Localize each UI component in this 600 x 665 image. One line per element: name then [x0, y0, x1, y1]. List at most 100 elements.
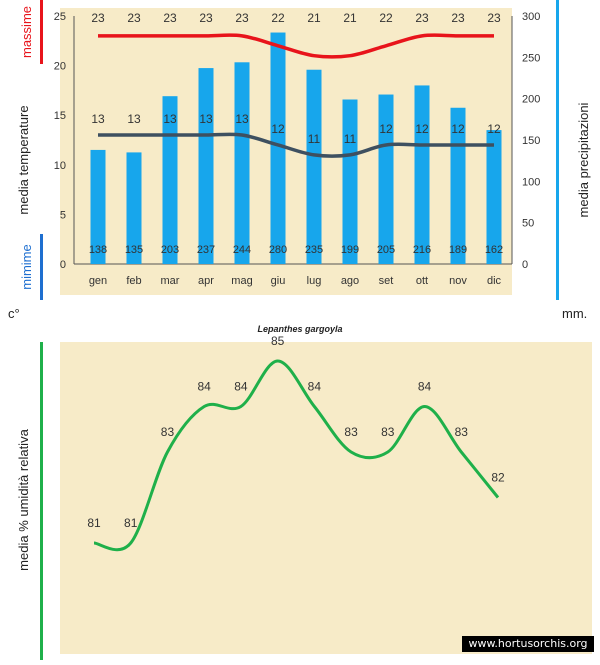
min-temp-label: 12: [415, 122, 429, 136]
max-temp-label: 23: [235, 11, 249, 25]
right-tick-label: 50: [522, 218, 534, 230]
max-temp-label: 23: [199, 11, 213, 25]
left-tick-label: 15: [54, 110, 66, 122]
humidity-value-labels: 81 81 83 84 84 85 84 83 83 84 83 82: [87, 334, 505, 530]
month-tick-label: ago: [341, 275, 359, 287]
max-series-label: massime: [19, 6, 34, 58]
right-tick-label: 200: [522, 94, 540, 106]
precip-value-label: 244: [233, 244, 251, 256]
min-temp-label: 12: [271, 122, 285, 136]
min-temp-label: 13: [127, 112, 141, 126]
precip-bar: [90, 149, 106, 264]
precip-bars: [90, 32, 502, 265]
precip-bar: [342, 99, 358, 264]
month-tick-label: mar: [161, 275, 180, 287]
left-tick-label: 0: [60, 259, 66, 271]
right-axis-title: media precipitazioni: [576, 102, 591, 217]
max-temp-line: [97, 33, 494, 59]
humidity-value-label: 81: [87, 516, 101, 530]
precip-bar: [234, 62, 250, 264]
precip-value-label: 199: [341, 244, 359, 256]
right-axis-ticks: 0 50 100 150 200 250 300: [522, 11, 540, 271]
left-tick-label: 25: [54, 11, 66, 23]
min-temp-label: 13: [235, 112, 249, 126]
min-temp-line: [98, 132, 494, 158]
precip-bar: [270, 32, 286, 265]
max-temp-label: 22: [271, 11, 285, 25]
humidity-accent-bar: [40, 342, 43, 660]
min-temp-label: 11: [308, 132, 321, 146]
precip-value-label: 189: [449, 244, 467, 256]
right-tick-label: 150: [522, 135, 540, 147]
month-tick-label: gen: [89, 275, 107, 287]
month-tick-label: giu: [271, 275, 286, 287]
precip-bar: [126, 152, 142, 264]
humidity-line: [93, 359, 500, 552]
left-tick-label: 10: [54, 160, 66, 172]
min-temp-label: 12: [379, 122, 393, 136]
min-accent-bar: [40, 234, 43, 300]
month-tick-label: apr: [198, 275, 214, 287]
humidity-value-label: 84: [418, 380, 432, 394]
left-unit-label: c°: [8, 306, 20, 321]
right-tick-label: 100: [522, 176, 540, 188]
right-unit-label: mm.: [562, 306, 587, 321]
max-temp-value-labels: 23 23 23 23 23 22 21 21 22 23 23 23: [91, 11, 501, 25]
humidity-value-label: 82: [491, 471, 505, 485]
humidity-chart-panel: [60, 342, 592, 654]
humidity-axis-title: media % umidità relativa: [16, 428, 31, 570]
humidity-value-label: 83: [455, 425, 469, 439]
left-axis-ticks: 0 5 10 15 20 25: [54, 11, 66, 271]
precip-bar: [414, 85, 430, 264]
max-temp-label: 23: [451, 11, 465, 25]
min-temp-label: 13: [163, 112, 177, 126]
humidity-value-label: 83: [161, 425, 175, 439]
month-tick-label: set: [379, 275, 394, 287]
precip-value-labels: 138 135 203 237 244 280 235 199 205 216 189 162: [89, 244, 503, 256]
right-tick-label: 300: [522, 11, 540, 23]
min-temp-label: 11: [344, 132, 357, 146]
max-temp-label: 23: [163, 11, 177, 25]
month-tick-label: mag: [231, 275, 252, 287]
precip-bar: [486, 130, 502, 264]
left-axis-title: media temperature: [16, 105, 31, 214]
min-temp-label: 13: [91, 112, 105, 126]
max-temp-label: 23: [415, 11, 429, 25]
max-accent-bar: [40, 0, 43, 64]
left-tick-label: 5: [60, 209, 66, 221]
month-tick-labels: gen feb mar apr mag giu lug ago set ott nov dic: [89, 275, 502, 287]
min-temp-value-labels: 13 13 13 13 13 12 11 11 12 12 12 12: [91, 112, 501, 146]
precip-value-label: 237: [197, 244, 215, 256]
humidity-value-label: 81: [124, 516, 138, 530]
precip-bar: [378, 94, 394, 265]
min-temp-label: 12: [451, 122, 465, 136]
humidity-value-label: 84: [234, 380, 248, 394]
precip-value-label: 135: [125, 244, 143, 256]
humidity-value-label: 84: [198, 380, 212, 394]
precip-bar: [306, 69, 322, 264]
month-tick-label: feb: [126, 275, 141, 287]
max-temp-label: 21: [307, 11, 321, 25]
climate-chart: 0 5 10 15 20 25 0 50 100 150 200 250 300 138 135 203 2…: [8, 0, 591, 334]
right-tick-label: 0: [522, 259, 528, 271]
watermark: www.hortusorchis.org: [462, 636, 594, 652]
min-temp-label: 12: [487, 122, 501, 136]
month-tick-label: nov: [449, 275, 467, 287]
min-temp-label: 13: [199, 112, 213, 126]
precip-value-label: 205: [377, 244, 395, 256]
month-tick-label: dic: [487, 275, 502, 287]
precip-value-label: 162: [485, 244, 503, 256]
max-temp-label: 23: [127, 11, 141, 25]
precip-accent-bar: [556, 0, 559, 300]
precip-value-label: 216: [413, 244, 431, 256]
precip-value-label: 138: [89, 244, 107, 256]
humidity-value-label: 83: [344, 425, 358, 439]
precip-bar: [198, 68, 214, 264]
precip-value-label: 280: [269, 244, 287, 256]
precip-value-label: 203: [161, 244, 179, 256]
right-tick-label: 250: [522, 52, 540, 64]
month-tick-label: lug: [307, 275, 322, 287]
